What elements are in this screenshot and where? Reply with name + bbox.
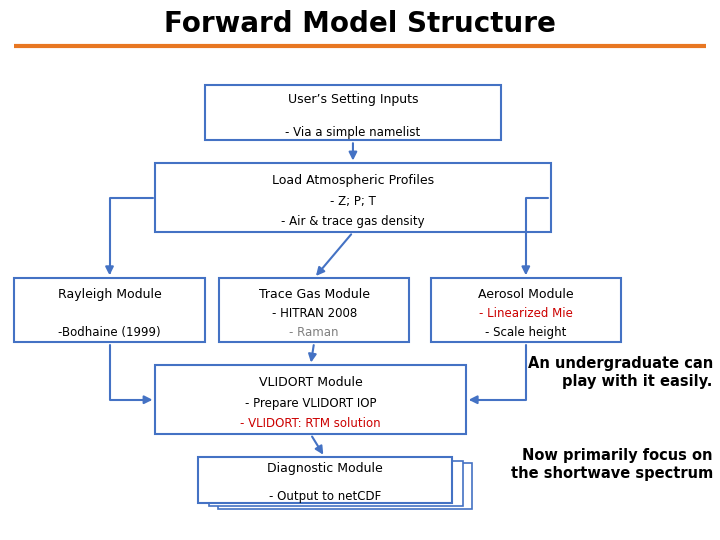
Text: Trace Gas Module: Trace Gas Module (258, 288, 369, 301)
Text: Aerosol Module: Aerosol Module (478, 288, 574, 301)
Text: Now primarily focus on
the shortwave spectrum: Now primarily focus on the shortwave spe… (510, 448, 713, 481)
Text: - VLIDORT: RTM solution: - VLIDORT: RTM solution (240, 417, 381, 430)
Text: - HITRAN 2008: - HITRAN 2008 (271, 307, 357, 320)
FancyBboxPatch shape (204, 85, 501, 140)
Text: - Raman: - Raman (289, 326, 339, 339)
Text: Forward Model Structure: Forward Model Structure (164, 10, 556, 38)
Text: - Air & trace gas density: - Air & trace gas density (281, 215, 425, 228)
FancyBboxPatch shape (156, 365, 466, 434)
FancyBboxPatch shape (219, 278, 410, 342)
Text: Rayleigh Module: Rayleigh Module (58, 288, 161, 301)
FancyBboxPatch shape (156, 163, 551, 232)
Text: - Prepare VLIDORT IOP: - Prepare VLIDORT IOP (245, 397, 377, 410)
Text: Load Atmospheric Profiles: Load Atmospheric Profiles (272, 174, 434, 187)
FancyBboxPatch shape (198, 457, 451, 503)
FancyBboxPatch shape (431, 278, 621, 342)
Text: -Bodhaine (1999): -Bodhaine (1999) (58, 326, 161, 339)
Text: User’s Setting Inputs: User’s Setting Inputs (288, 92, 418, 106)
Text: - Scale height: - Scale height (485, 326, 567, 339)
FancyBboxPatch shape (210, 461, 463, 507)
Text: An undergraduate can
play with it easily.: An undergraduate can play with it easily… (528, 356, 713, 389)
Text: - Via a simple namelist: - Via a simple namelist (285, 126, 420, 139)
Text: - Z; P; T: - Z; P; T (330, 195, 376, 208)
Text: - Linearized Mie: - Linearized Mie (479, 307, 572, 320)
Text: Diagnostic Module: Diagnostic Module (267, 462, 382, 475)
FancyBboxPatch shape (14, 278, 204, 342)
Text: - Output to netCDF: - Output to netCDF (269, 490, 381, 503)
FancyBboxPatch shape (218, 463, 472, 509)
Text: VLIDORT Module: VLIDORT Module (258, 376, 362, 389)
